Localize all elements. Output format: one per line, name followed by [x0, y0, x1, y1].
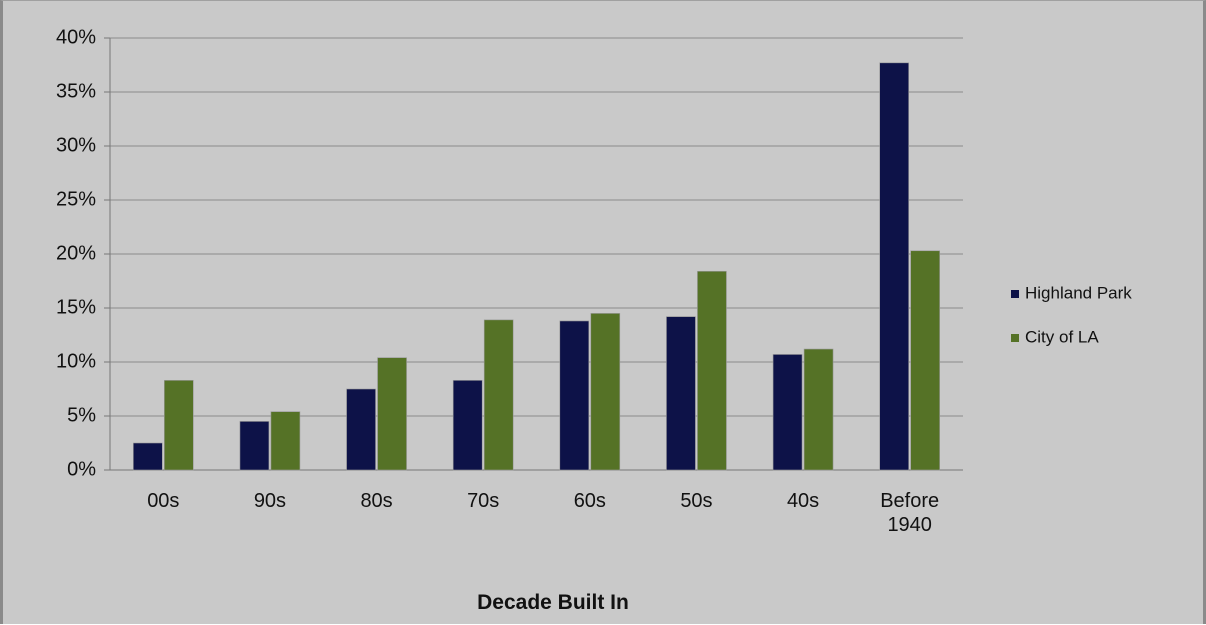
bar — [346, 388, 376, 471]
y-tick-label: 10% — [56, 350, 96, 372]
plot: 0% 5% 10% 15% 20% 25% 30% 35% 40% Highland Park Ci… — [56, 26, 1132, 480]
x-tick-label: 50s — [680, 490, 713, 512]
y-tick-label: 40% — [56, 26, 96, 48]
bar — [483, 319, 514, 471]
x-tick-label: 60s — [573, 490, 606, 512]
y-tick-label: 15% — [56, 296, 96, 318]
x-tick-label: 80s — [360, 490, 393, 512]
bar — [164, 380, 194, 471]
bar — [666, 316, 696, 471]
bar — [452, 380, 483, 471]
x-tick-label: 00s — [147, 490, 180, 512]
y-tick-label: 25% — [56, 188, 96, 210]
bar — [803, 348, 834, 471]
legend-label: City of LA — [1025, 327, 1099, 346]
x-tick-label: Before 1940 — [880, 490, 940, 536]
y-tick-label: 35% — [56, 80, 96, 102]
y-tick-label: 20% — [56, 242, 96, 264]
bar — [377, 357, 407, 471]
bar — [133, 442, 163, 471]
bar — [239, 421, 270, 471]
y-tick-label: 5% — [67, 404, 96, 426]
x-axis-title: Decade Built In — [477, 591, 629, 614]
legend-swatch — [1011, 334, 1019, 342]
bar — [590, 313, 621, 471]
bar — [772, 354, 803, 471]
y-tick-label: 30% — [56, 134, 96, 156]
bar — [910, 250, 940, 471]
bar — [559, 320, 590, 471]
x-tick-label: 70s — [467, 490, 500, 512]
y-tick-label: 0% — [67, 458, 96, 480]
x-tick-label: 40s — [786, 490, 820, 512]
x-tick-label: 90s — [253, 490, 287, 512]
bar — [879, 62, 909, 471]
legend-label: Highland Park — [1025, 283, 1132, 302]
bar — [270, 411, 301, 471]
legend-swatch — [1011, 290, 1019, 298]
bar — [697, 270, 727, 471]
